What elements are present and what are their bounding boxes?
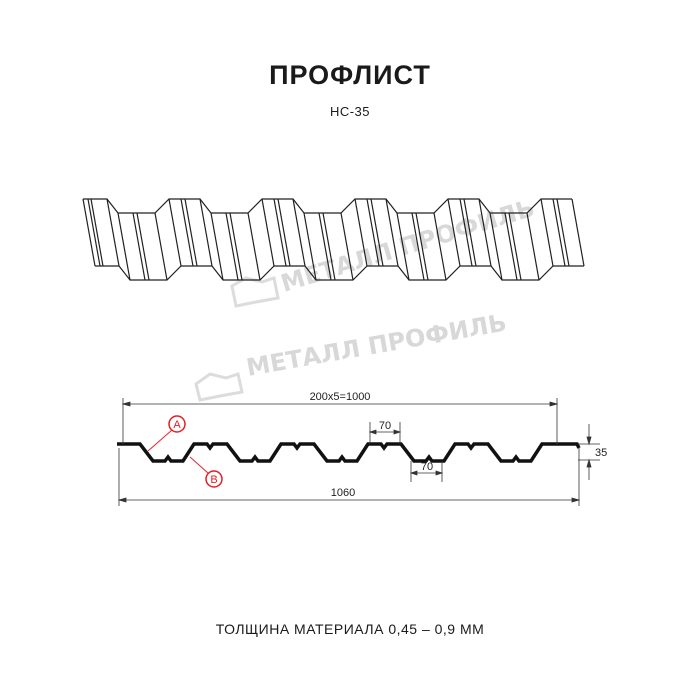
- sheet-fold-line: [87, 198, 101, 267]
- sheet-fold-line: [184, 198, 198, 267]
- sheet-fold-line: [366, 198, 380, 267]
- sheet-fold-line: [504, 212, 518, 281]
- sheet-fold-line: [247, 212, 261, 281]
- sheet-fold-line: [82, 198, 96, 267]
- height-label: 35: [595, 447, 607, 459]
- sheet-fold-line: [340, 212, 354, 281]
- sheet-fold-line: [90, 198, 104, 267]
- sheet-fold-line: [318, 212, 332, 281]
- callout-a-label: A: [173, 419, 181, 431]
- sheet-fold-line: [540, 198, 554, 267]
- sheet-fold-line: [411, 212, 425, 281]
- sheet-fold-line: [210, 212, 224, 281]
- watermark-logo-top: МЕТАЛЛ ПРОФИЛЬ: [230, 194, 538, 308]
- sheet-fold-line: [459, 198, 473, 267]
- callout-b: [189, 456, 223, 488]
- bottom-flange-label: 70: [421, 461, 433, 473]
- total-width-label: 1060: [331, 487, 355, 499]
- sheet-fold-line: [396, 212, 410, 281]
- sheet-fold-line: [292, 198, 306, 267]
- sheet-fold-line: [556, 198, 570, 267]
- sheet-fold-line: [154, 212, 168, 281]
- sheet-fold-line: [229, 212, 243, 281]
- sheet-top-edge: [83, 198, 572, 214]
- sheet-fold-line: [277, 198, 291, 267]
- sheet-fold-line: [385, 198, 399, 267]
- sheet-fold-line: [168, 198, 182, 267]
- sheet-fold-line: [261, 198, 275, 267]
- sheet-fold-line: [463, 198, 477, 267]
- sheet-fold-line: [273, 198, 287, 267]
- sheet-perspective-view: [82, 198, 585, 281]
- sheet-fold-line: [225, 212, 239, 281]
- sheet-fold-line: [117, 212, 131, 281]
- sheet-fold-line: [322, 212, 336, 281]
- callout-b-label: B: [210, 474, 217, 486]
- section-profile: [117, 442, 581, 463]
- sheet-fold-line: [415, 212, 429, 281]
- sheet-fold-line: [526, 212, 540, 281]
- callout-a: [147, 415, 186, 452]
- model-subtitle: НС-35: [329, 104, 371, 119]
- sheet-fold-line: [354, 198, 368, 267]
- top-flange-label: 70: [379, 420, 391, 432]
- page-title: ПРОФЛИСТ: [269, 60, 431, 90]
- sheet-fold-line: [370, 198, 384, 267]
- sheet-fold-line: [552, 198, 566, 267]
- sheet-fold-line: [106, 198, 120, 267]
- watermark-text: МЕТАЛЛ ПРОФИЛЬ: [278, 194, 538, 298]
- sheet-fold-line: [571, 198, 585, 267]
- sheet-fold-line: [447, 198, 461, 267]
- material-thickness-note: ТОЛЩИНА МАТЕРИАЛА 0,45 – 0,9 ММ: [215, 621, 485, 637]
- pitch-label: 200x5=1000: [310, 391, 371, 403]
- dimension-lines: [117, 398, 600, 506]
- sheet-fold-line: [303, 212, 317, 281]
- sheet-fold-line: [508, 212, 522, 281]
- sheet-fold-line: [478, 198, 492, 267]
- sheet-fold-line: [199, 198, 213, 267]
- watermark-text: МЕТАЛЛ ПРОФИЛЬ: [244, 309, 508, 382]
- sheet-fold-line: [489, 212, 503, 281]
- watermark-logo-bottom: МЕТАЛЛ ПРОФИЛЬ: [194, 309, 509, 402]
- sheet-fold-line: [433, 212, 447, 281]
- sheet-fold-line: [132, 212, 146, 281]
- sheet-fold-line: [136, 212, 150, 281]
- sheet-fold-line: [180, 198, 194, 267]
